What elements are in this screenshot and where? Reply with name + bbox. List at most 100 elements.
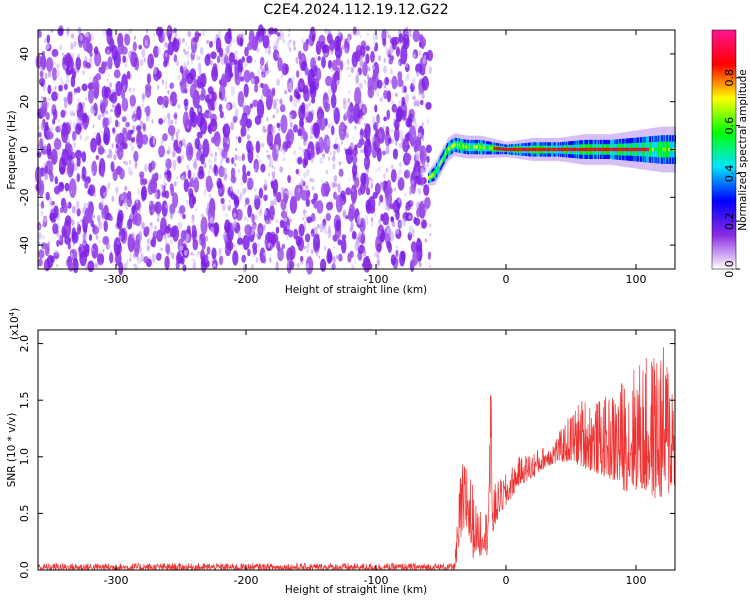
noise-blob [400, 44, 408, 65]
noise-blob [59, 166, 66, 174]
noise-blob [76, 200, 80, 209]
noise-blob [231, 85, 235, 96]
noise-blob [317, 113, 322, 118]
signal-core [533, 147, 535, 152]
signal-core [624, 147, 626, 152]
noise-blob [298, 182, 301, 187]
spectrogram-ytick-label: 0 [18, 146, 31, 153]
noise-blob [104, 90, 110, 98]
noise-blob [281, 243, 286, 250]
noise-blob [270, 243, 273, 247]
noise-blob [157, 46, 161, 55]
noise-blob [223, 172, 227, 181]
noise-blob [173, 111, 178, 121]
noise-blob [67, 261, 75, 272]
noise-blob [157, 85, 160, 90]
noise-blob [405, 36, 408, 39]
noise-blob [42, 235, 45, 240]
noise-blob [214, 151, 217, 157]
noise-blob [415, 150, 420, 161]
noise-blob [382, 150, 386, 156]
noise-blob [103, 220, 108, 233]
noise-blob [157, 217, 160, 223]
noise-blob [177, 180, 179, 184]
noise-blob [198, 108, 201, 112]
signal-core [615, 147, 617, 152]
noise-blob [262, 256, 267, 264]
signal-core [654, 147, 656, 152]
noise-blob [287, 189, 291, 197]
signal-core [520, 147, 523, 152]
noise-blob [250, 145, 254, 153]
noise-blob [389, 203, 395, 210]
noise-blob [44, 72, 48, 80]
noise-blob [280, 114, 288, 134]
noise-blob [326, 138, 330, 147]
noise-blob [59, 125, 63, 130]
noise-blob [254, 60, 257, 63]
signal-core [632, 147, 635, 152]
noise-blob [375, 168, 377, 173]
noise-blob [269, 157, 274, 167]
signal-core [490, 146, 493, 150]
noise-blob [294, 184, 302, 202]
noise-blob [79, 34, 84, 41]
noise-blob [412, 29, 420, 43]
noise-blob [391, 164, 394, 170]
signal-core [518, 147, 520, 152]
noise-blob [122, 55, 127, 63]
noise-blob [362, 109, 365, 113]
noise-blob [92, 123, 95, 129]
noise-blob [275, 144, 279, 150]
noise-blob [145, 105, 151, 117]
noise-blob [311, 98, 316, 104]
noise-blob [385, 125, 390, 136]
noise-blob [241, 32, 245, 39]
noise-blob [333, 107, 340, 125]
noise-blob [186, 53, 189, 58]
spectrogram-ylabel: Frequency (Hz) [6, 110, 18, 189]
noise-blob [79, 102, 83, 112]
noise-blob [305, 198, 310, 207]
noise-blob [72, 130, 77, 141]
noise-blob [398, 168, 402, 176]
noise-blob [328, 123, 331, 129]
noise-blob [173, 181, 177, 187]
signal-core [444, 153, 446, 157]
signal-core [642, 147, 645, 152]
noise-blob [197, 251, 201, 255]
signal-core [605, 147, 607, 152]
noise-blob [111, 143, 114, 149]
noise-blob [287, 225, 290, 230]
noise-blob [93, 46, 99, 55]
noise-blob [138, 44, 142, 50]
noise-blob [42, 216, 47, 223]
noise-blob [354, 33, 357, 38]
signal-core [433, 172, 435, 176]
signal-core [620, 147, 623, 152]
noise-blob [210, 51, 217, 60]
noise-blob [329, 152, 332, 155]
noise-blob [371, 135, 375, 143]
noise-blob [95, 155, 100, 160]
noise-blob [127, 190, 132, 200]
spectrogram-xtick-label: -100 [364, 273, 389, 286]
noise-blob [165, 243, 171, 255]
noise-blob [88, 234, 93, 241]
noise-blob [192, 258, 196, 263]
noise-blob [394, 119, 400, 130]
noise-blob [61, 52, 64, 56]
noise-blob [333, 143, 338, 150]
signal-core [435, 170, 437, 174]
noise-blob [371, 115, 376, 125]
noise-blob [300, 178, 304, 187]
noise-blob [299, 82, 304, 90]
noise-blob [282, 157, 286, 162]
signal-core [510, 147, 513, 152]
noise-blob [105, 66, 109, 71]
signal-core [449, 146, 452, 150]
noise-blob [191, 224, 196, 232]
signal-core [664, 147, 666, 152]
noise-blob [408, 215, 412, 219]
